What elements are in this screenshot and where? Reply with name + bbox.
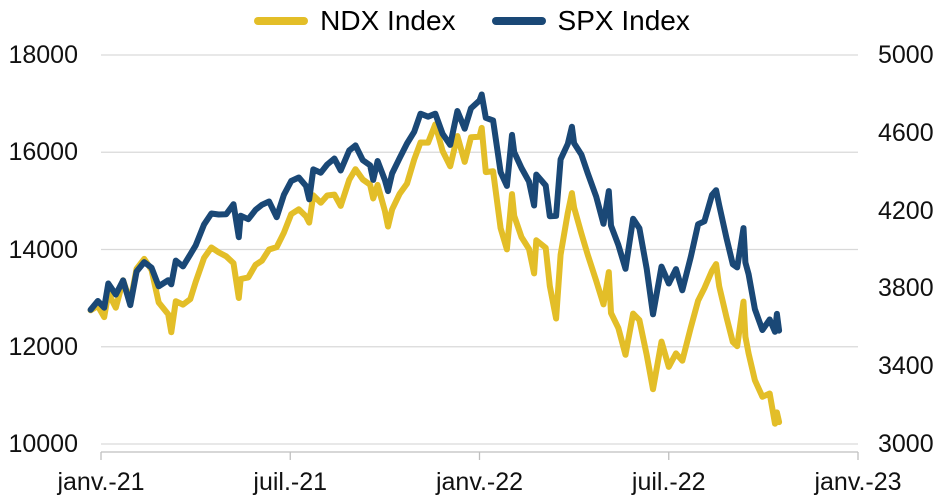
left-axis-tick-label: 18000 xyxy=(8,41,78,69)
ndx-series-line xyxy=(87,121,783,427)
legend-label-spx: SPX Index xyxy=(557,5,690,36)
right-axis-tick-label: 3800 xyxy=(878,274,934,303)
spx-series-line xyxy=(87,91,783,335)
legend-item-spx: SPX Index xyxy=(491,5,690,36)
x-axis-tick-label: juil.-22 xyxy=(631,468,706,496)
legend-label-ndx: NDX Index xyxy=(320,5,456,36)
left-axis-tick-label: 10000 xyxy=(8,430,78,458)
right-axis-tick-label: 3400 xyxy=(878,352,934,381)
right-axis-tick-label: 4200 xyxy=(878,196,934,225)
legend: NDX Index SPX Index xyxy=(0,0,944,42)
right-axis-tick-label: 5000 xyxy=(878,41,934,69)
x-axis-tick-label: janv.-22 xyxy=(435,468,524,496)
left-axis-tick-label: 14000 xyxy=(8,235,78,264)
x-axis-tick-label: juil.-21 xyxy=(253,468,328,496)
legend-item-ndx: NDX Index xyxy=(254,5,456,36)
right-axis-tick-label: 4600 xyxy=(878,118,934,147)
left-axis-tick-label: 12000 xyxy=(8,332,78,361)
x-axis-tick-label: janv.-23 xyxy=(814,468,902,496)
x-axis-tick-label: janv.-21 xyxy=(57,468,145,496)
left-axis-tick-label: 16000 xyxy=(8,138,78,167)
spx-line-swatch-icon xyxy=(491,17,546,25)
right-axis-tick-label: 3000 xyxy=(878,430,934,458)
ndx-line-swatch-icon xyxy=(254,17,309,25)
